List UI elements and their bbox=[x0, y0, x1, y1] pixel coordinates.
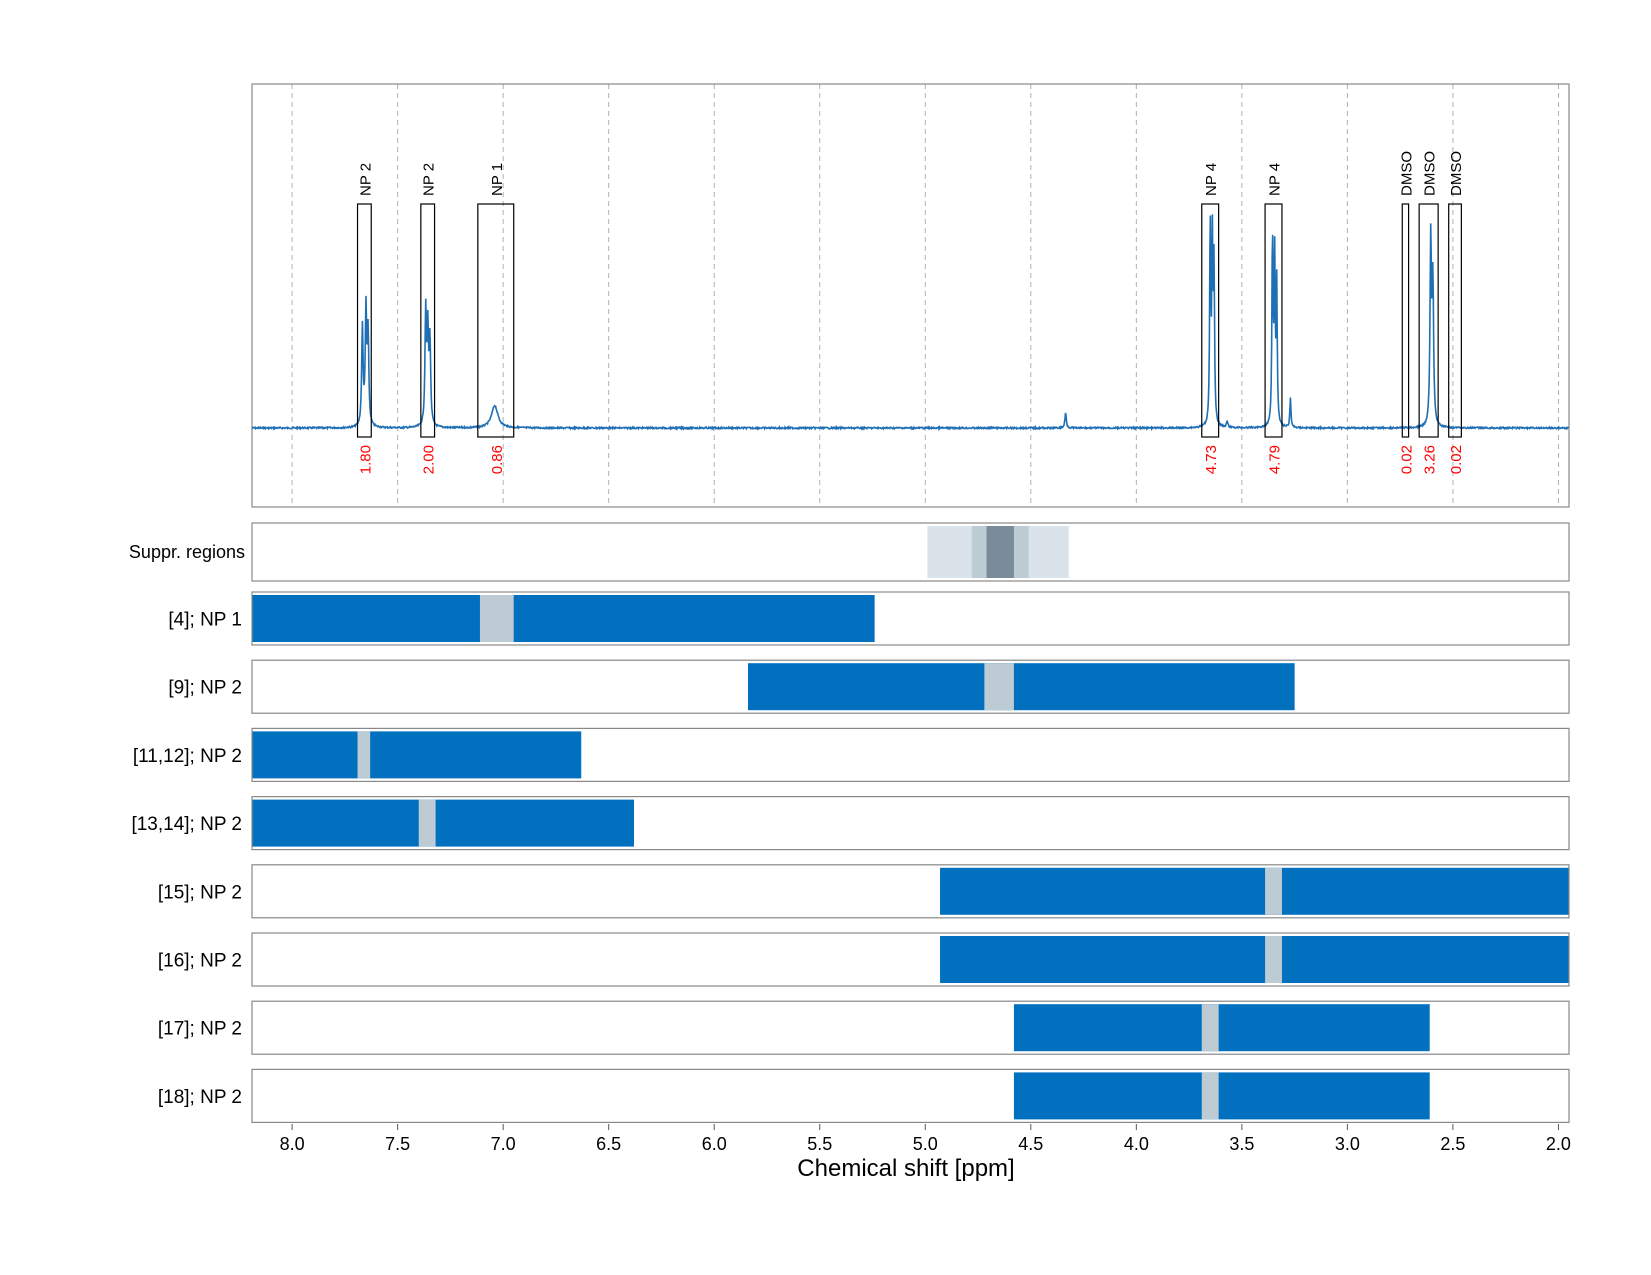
row-frame bbox=[251, 659, 1570, 714]
row-frame bbox=[251, 1068, 1570, 1124]
row-frame bbox=[251, 727, 1570, 783]
spectrum-panel: NP 2 1.80 NP 2 2.00 NP 1 0.86 NP 4 4.73 NP 4 4.79… bbox=[251, 83, 1570, 508]
peak-label: NP 1 bbox=[489, 163, 506, 196]
x-tick-label: 5.5 bbox=[807, 1134, 832, 1154]
integration-box bbox=[356, 203, 372, 438]
range-row: [11,12]; NP 2 bbox=[133, 727, 1570, 783]
peak-annotation: DMSO 0.02 bbox=[1398, 151, 1415, 474]
row-label: [11,12]; NP 2 bbox=[133, 746, 242, 767]
peak-annotation: DMSO 3.26 bbox=[1418, 151, 1439, 474]
x-tick-label: 6.0 bbox=[702, 1134, 727, 1154]
integral-value: 1.80 bbox=[357, 445, 374, 474]
x-tick-label: 8.0 bbox=[280, 1134, 305, 1154]
row-frame bbox=[251, 932, 1570, 987]
range-row: [16]; NP 2 bbox=[158, 932, 1570, 987]
integration-box bbox=[477, 203, 515, 438]
row-frame bbox=[251, 591, 1570, 646]
range-gap bbox=[1265, 936, 1282, 983]
range-bar bbox=[747, 663, 1295, 711]
peak-annotation: NP 4 4.73 bbox=[1201, 163, 1220, 474]
range-row: [4]; NP 1 bbox=[168, 591, 1570, 646]
integration-box bbox=[1448, 203, 1462, 438]
x-axis-label: Chemical shift [ppm] bbox=[797, 1155, 1014, 1182]
suppressed-regions-panel: Suppr. regions bbox=[129, 522, 1570, 582]
range-gap bbox=[479, 595, 514, 642]
x-tick-label: 6.5 bbox=[596, 1134, 621, 1154]
row-frame bbox=[251, 795, 1570, 851]
x-tick-label: 3.0 bbox=[1335, 1134, 1360, 1154]
peak-label: DMSO bbox=[1398, 151, 1415, 196]
suppressed-region bbox=[986, 526, 1014, 578]
integration-box bbox=[1264, 203, 1283, 438]
row-frame bbox=[251, 1000, 1570, 1055]
x-tick-label: 5.0 bbox=[913, 1134, 938, 1154]
integration-box bbox=[1201, 203, 1220, 438]
x-tick-label: 3.5 bbox=[1229, 1134, 1254, 1154]
peak-label: DMSO bbox=[1448, 151, 1465, 196]
range-gap bbox=[357, 731, 371, 779]
suppressed-frame bbox=[251, 522, 1570, 582]
integral-value: 0.02 bbox=[1448, 445, 1465, 474]
x-tick-label: 4.0 bbox=[1124, 1134, 1149, 1154]
range-row: [17]; NP 2 bbox=[158, 1000, 1570, 1055]
x-tick-label: 7.0 bbox=[491, 1134, 516, 1154]
row-label: [16]; NP 2 bbox=[158, 951, 242, 972]
range-row: [9]; NP 2 bbox=[168, 659, 1570, 714]
peak-annotation: NP 4 4.79 bbox=[1264, 163, 1284, 474]
range-bar bbox=[940, 936, 1569, 983]
row-label: [17]; NP 2 bbox=[158, 1019, 242, 1040]
range-bar bbox=[252, 595, 875, 642]
peak-label: NP 2 bbox=[357, 163, 374, 196]
peak-label: NP 4 bbox=[1267, 163, 1284, 196]
peak-annotation: DMSO 0.02 bbox=[1448, 151, 1465, 474]
integration-box bbox=[420, 203, 436, 438]
x-axis: 8.0 7.5 7.0 6.5 6.0 5.5 5.0 4.5 4.0 3.5 3.0 2.5 2.0 bbox=[280, 1124, 1571, 1154]
spectrum-frame bbox=[251, 83, 1570, 508]
peak-annotation: NP 2 2.00 bbox=[420, 163, 438, 474]
integral-value: 0.02 bbox=[1398, 445, 1415, 474]
row-frame bbox=[251, 864, 1570, 919]
peak-annotation: NP 2 1.80 bbox=[356, 163, 374, 474]
integral-value: 3.26 bbox=[1422, 445, 1439, 474]
range-bar bbox=[1013, 1072, 1430, 1120]
spectrum-line bbox=[251, 214, 1570, 432]
suppressed-label: Suppr. regions bbox=[129, 542, 245, 562]
integration-box bbox=[1401, 203, 1410, 438]
integration-box bbox=[1418, 203, 1439, 438]
row-label: [15]; NP 2 bbox=[158, 882, 242, 903]
x-tick-label: 7.5 bbox=[385, 1134, 410, 1154]
grid-lines bbox=[291, 84, 1559, 507]
peak-label: NP 2 bbox=[421, 163, 438, 196]
row-label: [4]; NP 1 bbox=[168, 610, 242, 631]
range-row: [15]; NP 2 bbox=[158, 864, 1570, 919]
range-gap bbox=[1265, 867, 1282, 915]
range-gap bbox=[418, 799, 436, 847]
x-tick-label: 2.0 bbox=[1546, 1134, 1571, 1154]
range-gap bbox=[984, 663, 1014, 711]
range-bar bbox=[940, 867, 1569, 915]
range-bar bbox=[252, 731, 582, 779]
range-gap bbox=[1201, 1072, 1219, 1120]
range-gap bbox=[1201, 1004, 1219, 1052]
integral-value: 0.86 bbox=[489, 445, 506, 474]
peak-label: DMSO bbox=[1422, 151, 1439, 196]
x-tick-label: 4.5 bbox=[1018, 1134, 1043, 1154]
row-label: [18]; NP 2 bbox=[158, 1087, 242, 1108]
range-bar bbox=[1013, 1004, 1430, 1052]
range-bar bbox=[252, 799, 635, 847]
range-row: [18]; NP 2 bbox=[158, 1068, 1570, 1124]
range-rows: [4]; NP 1 [9]; NP 2 [11,12]; NP 2 [13,14]; … bbox=[131, 591, 1570, 1124]
integral-value: 2.00 bbox=[421, 445, 438, 474]
peak-label: NP 4 bbox=[1203, 163, 1220, 196]
row-label: [9]; NP 2 bbox=[168, 678, 242, 699]
range-row: [13,14]; NP 2 bbox=[131, 795, 1570, 851]
integral-value: 4.73 bbox=[1203, 445, 1220, 474]
row-label: [13,14]; NP 2 bbox=[131, 814, 242, 835]
peak-annotation: NP 1 0.86 bbox=[477, 163, 515, 474]
x-tick-label: 2.5 bbox=[1440, 1134, 1465, 1154]
integral-value: 4.79 bbox=[1267, 445, 1284, 474]
